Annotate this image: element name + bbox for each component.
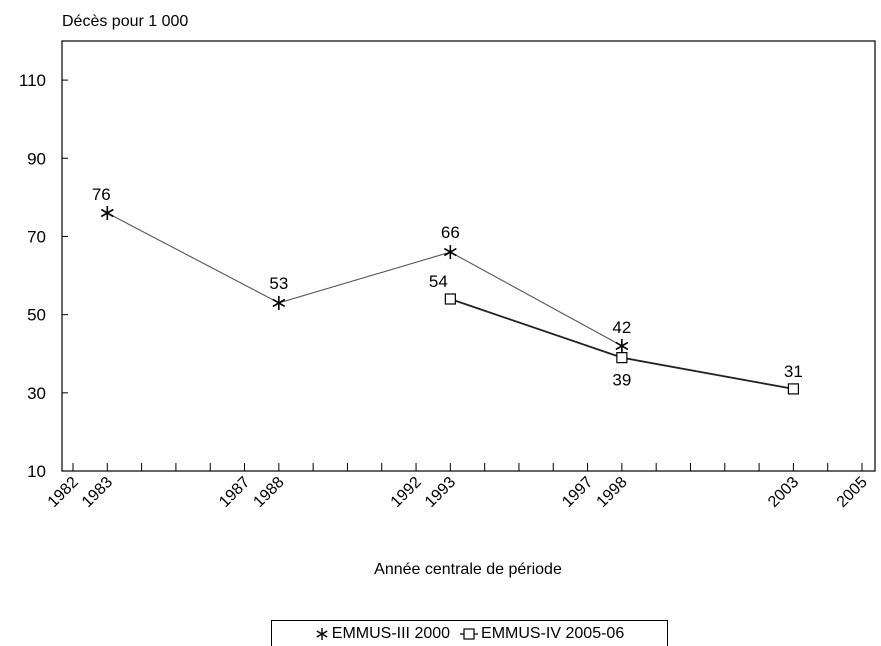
data-label: 31: [784, 362, 803, 381]
star-marker: [272, 295, 286, 310]
data-label: 53: [269, 274, 288, 293]
plot-area-frame: [61, 40, 876, 472]
x-tick-label: 1982: [45, 474, 82, 511]
y-tick-label: 90: [27, 149, 46, 168]
square-marker: [787, 383, 799, 395]
legend-label-emmus-iv: EMMUS-IV 2005-06: [481, 624, 625, 642]
x-tick-label: 1993: [422, 474, 459, 511]
legend-item-emmus-iv: EMMUS-IV 2005-06: [460, 625, 624, 643]
x-tick-label: 1997: [559, 474, 596, 511]
y-tick-label: 110: [19, 71, 46, 90]
x-tick-label: 1987: [216, 474, 253, 511]
x-tick-label: 1983: [79, 474, 116, 511]
square-marker: [616, 352, 628, 364]
square-marker-icon: [460, 627, 479, 641]
data-label: 39: [612, 371, 631, 390]
chart-legend: EMMUS-III 2000 EMMUS-IV 2005-06: [271, 620, 668, 646]
y-tick-label: 50: [27, 306, 46, 325]
y-tick-label: 70: [27, 227, 46, 246]
data-label: 76: [92, 185, 111, 204]
x-tick-label: 2003: [765, 474, 802, 511]
y-tick-label: 10: [27, 462, 46, 481]
y-axis-ticks: 10 30 50 70 90 110: [19, 71, 68, 481]
series-markers: [100, 206, 799, 395]
x-tick-label: 1998: [594, 474, 631, 511]
x-axis-title: Année centrale de période: [374, 561, 562, 578]
legend-label-emmus-iii: EMMUS-III 2000: [331, 624, 451, 642]
star-marker: [443, 245, 457, 260]
legend-item-emmus-iii: EMMUS-III 2000: [315, 625, 450, 643]
y-tick-label: 30: [27, 384, 46, 403]
y-axis-title: Décès pour 1 000: [62, 13, 188, 30]
series-line: [107, 212, 623, 347]
data-label: 54: [429, 272, 448, 291]
x-tick-label: 2005: [834, 474, 871, 511]
square-marker: [444, 293, 456, 305]
data-labels: 76 53 66 42 54 39 31: [92, 185, 803, 390]
data-label: 66: [441, 223, 460, 242]
x-tick-label: 1988: [250, 474, 287, 511]
star-marker: [100, 206, 114, 220]
star-marker: [615, 338, 629, 353]
data-label: 42: [612, 318, 631, 337]
x-tick-label: 1992: [388, 474, 425, 511]
star-marker-icon: [315, 627, 329, 641]
